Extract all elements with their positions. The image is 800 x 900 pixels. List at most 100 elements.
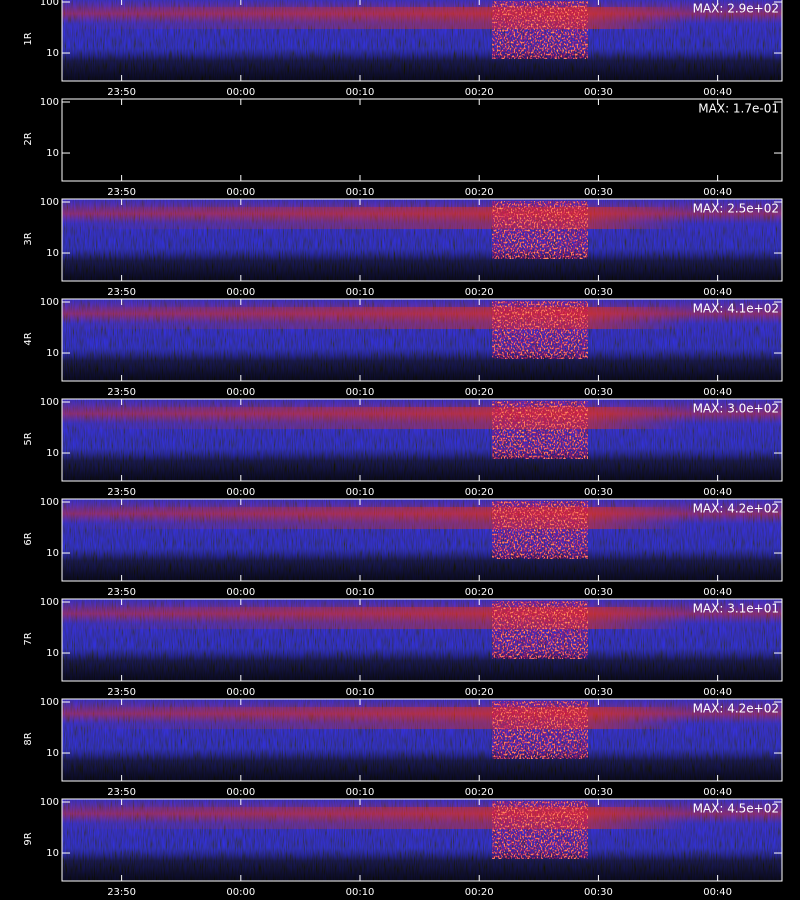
x-tick-label: 00:00	[226, 187, 255, 198]
x-tick-label: 00:30	[584, 387, 613, 398]
x-tick-label: 00:00	[226, 387, 255, 398]
x-tick-label: 00:40	[703, 387, 732, 398]
x-tick-label: 00:30	[584, 487, 613, 498]
x-tick-label: 00:00	[226, 87, 255, 98]
heatmap-glow	[62, 507, 782, 529]
max-annotation: MAX: 4.1e+02	[693, 302, 779, 316]
heatmap-glow	[62, 7, 782, 29]
max-annotation: MAX: 2.5e+02	[693, 202, 779, 216]
heatmap-burst	[492, 801, 588, 859]
heatmap-glow	[62, 607, 782, 629]
plot-frame	[61, 0, 783, 82]
y-tick-label: 10	[46, 648, 59, 659]
x-tick-label: 00:10	[346, 787, 375, 798]
panel: 10 100 23:50 00:00 00:10 00:20 00:30 00:40 6R MAX…	[23, 497, 783, 598]
x-tick-label: 00:20	[465, 787, 494, 798]
x-tick-label: 00:40	[703, 187, 732, 198]
plot-frame	[61, 498, 783, 582]
x-tick-label: 00:30	[584, 887, 613, 898]
max-annotation: MAX: 4.2e+02	[693, 702, 779, 716]
x-tick-label: 23:50	[107, 87, 136, 98]
heatmap-glow	[62, 407, 782, 429]
x-tick-label: 00:10	[346, 587, 375, 598]
panel: 10 100 23:50 00:00 00:10 00:20 00:30 00:40 3R MAX…	[23, 197, 783, 298]
plot-frame	[61, 198, 783, 282]
x-tick-label: 00:40	[703, 687, 732, 698]
x-tick-label: 23:50	[107, 387, 136, 398]
max-annotation: MAX: 1.7e-01	[698, 102, 779, 116]
y-tick-label: 10	[46, 48, 59, 59]
x-tick-label: 00:10	[346, 187, 375, 198]
x-tick-label: 00:30	[584, 87, 613, 98]
panel: 10 100 23:50 00:00 00:10 00:20 00:30 00:40 2R MAX…	[23, 97, 783, 198]
y-axis-label: 4R	[23, 332, 34, 345]
y-tick-label: 100	[40, 697, 59, 708]
x-tick-label: 00:30	[584, 287, 613, 298]
heatmap-burst	[492, 401, 588, 459]
x-tick-label: 00:10	[346, 387, 375, 398]
x-tick-label: 00:20	[465, 287, 494, 298]
y-tick-label: 100	[40, 597, 59, 608]
x-tick-label: 00:00	[226, 487, 255, 498]
y-tick-label: 100	[40, 97, 59, 108]
x-tick-label: 00:40	[703, 487, 732, 498]
max-annotation: MAX: 3.1e+01	[693, 602, 779, 616]
y-axis-label: 6R	[23, 532, 34, 545]
y-tick-label: 10	[46, 348, 59, 359]
plot-frame	[61, 298, 783, 382]
y-axis-label: 7R	[23, 632, 34, 645]
plot-frame	[61, 798, 783, 882]
panel: 10 100 23:50 00:00 00:10 00:20 00:30 00:40 8R MAX…	[23, 697, 783, 798]
x-tick-label: 00:00	[226, 687, 255, 698]
x-tick-label: 00:30	[584, 787, 613, 798]
x-tick-label: 00:00	[226, 587, 255, 598]
y-tick-label: 100	[40, 197, 59, 208]
x-tick-label: 00:20	[465, 887, 494, 898]
x-tick-label: 00:40	[703, 587, 732, 598]
max-annotation: MAX: 3.0e+02	[693, 402, 779, 416]
y-tick-label: 100	[40, 397, 59, 408]
y-tick-label: 10	[46, 448, 59, 459]
y-axis-label: 2R	[23, 132, 34, 145]
x-tick-label: 00:40	[703, 887, 732, 898]
x-tick-label: 00:10	[346, 287, 375, 298]
panel: 10 100 23:50 00:00 00:10 00:20 00:30 00:40 7R MAX…	[23, 597, 783, 698]
panel: 10 100 23:50 00:00 00:10 00:20 00:30 00:40 9R MAX…	[23, 797, 783, 898]
x-tick-label: 00:30	[584, 187, 613, 198]
heatmap-burst	[492, 201, 588, 259]
x-tick-label: 23:50	[107, 887, 136, 898]
x-tick-label: 00:40	[703, 787, 732, 798]
max-annotation: MAX: 2.9e+02	[693, 2, 779, 16]
y-tick-label: 100	[40, 497, 59, 508]
x-tick-label: 00:00	[226, 287, 255, 298]
y-tick-label: 10	[46, 148, 59, 159]
x-tick-label: 00:00	[226, 787, 255, 798]
x-tick-label: 00:10	[346, 87, 375, 98]
y-axis-label: 5R	[23, 432, 34, 445]
x-tick-label: 23:50	[107, 287, 136, 298]
y-tick-label: 10	[46, 548, 59, 559]
x-tick-label: 00:10	[346, 687, 375, 698]
plot-frame	[61, 598, 783, 682]
y-tick-label: 100	[40, 797, 59, 808]
heatmap-burst	[492, 701, 588, 759]
x-tick-label: 00:20	[465, 187, 494, 198]
x-tick-label: 00:40	[703, 287, 732, 298]
y-tick-label: 10	[46, 848, 59, 859]
x-tick-label: 00:20	[465, 487, 494, 498]
max-annotation: MAX: 4.2e+02	[693, 502, 779, 516]
x-tick-label: 00:20	[465, 87, 494, 98]
y-axis-label: 8R	[23, 732, 34, 745]
plot-background	[62, 99, 782, 181]
x-tick-label: 23:50	[107, 487, 136, 498]
heatmap-burst	[492, 301, 588, 359]
y-axis-label: 3R	[23, 232, 34, 245]
y-axis-label: 1R	[23, 32, 34, 45]
x-tick-label: 00:00	[226, 887, 255, 898]
x-tick-label: 00:10	[346, 487, 375, 498]
plot-frame	[61, 98, 783, 182]
y-axis-label: 9R	[23, 832, 34, 845]
x-tick-label: 00:20	[465, 687, 494, 698]
panel: 10 100 23:50 00:00 00:10 00:20 00:30 00:40 1R MAX…	[23, 0, 783, 98]
heatmap-burst	[492, 501, 588, 559]
